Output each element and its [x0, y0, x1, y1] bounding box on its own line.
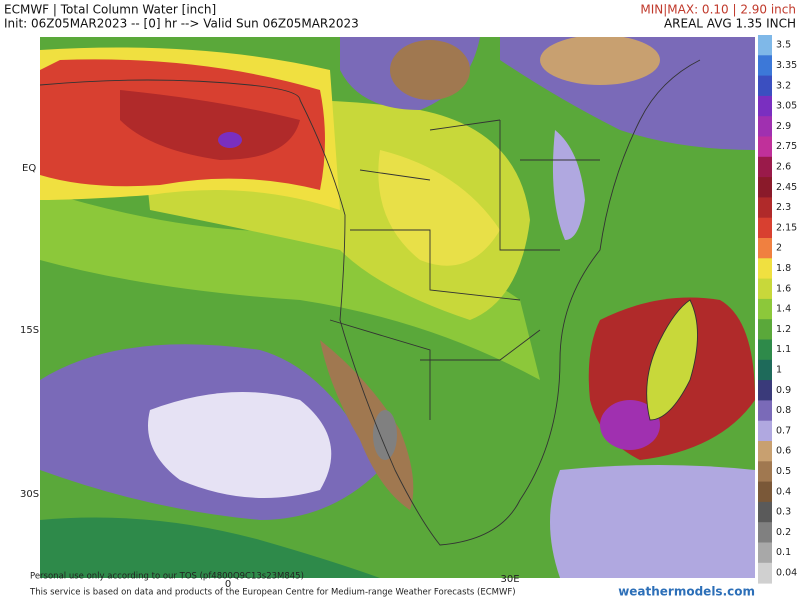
lon-label: 0	[225, 579, 231, 590]
colorbar-label: 3.2	[776, 80, 791, 91]
colorbar-swatch	[758, 400, 772, 422]
colorbar-swatch	[758, 441, 772, 462]
colorbar-label: 0.5	[776, 466, 791, 477]
field-area	[540, 37, 660, 85]
colorbar-label: 2.6	[776, 161, 791, 172]
colorbar: 3.5 3.35 3.2 3.05 2.9 2.75 2.6 2.45 2.3 2.15 2 1.8 1…	[758, 35, 797, 584]
colorbar-swatch	[758, 481, 772, 503]
colorbar-label: 0.1	[776, 547, 791, 558]
field-area	[148, 392, 332, 498]
lon-label: 30E	[500, 574, 519, 585]
colorbar-swatch	[758, 319, 772, 340]
colorbar-label: 1.2	[776, 324, 791, 335]
lat-label: EQ	[22, 163, 36, 174]
border	[329, 119, 600, 420]
colorbar-swatch	[758, 501, 772, 523]
colorbar-label: 2.75	[776, 141, 797, 152]
field-area	[373, 410, 397, 460]
field-area	[40, 517, 380, 578]
colorbar-swatch	[758, 420, 772, 442]
coastline	[299, 59, 701, 546]
colorbar-label: 0.4	[776, 486, 791, 497]
colorbar-label: 1.8	[776, 263, 791, 274]
colorbar-swatch	[758, 258, 772, 280]
colorbar-swatch	[758, 55, 772, 77]
colorbar-label: 3.5	[776, 40, 791, 51]
colorbar-label: 1.4	[776, 304, 791, 315]
colorbar-swatch	[758, 156, 772, 178]
areal-avg: AREAL AVG 1.35 INCH	[664, 17, 796, 31]
field-area	[120, 90, 300, 160]
namibia-dry	[320, 340, 414, 510]
lat-label: 30S	[20, 489, 39, 500]
colorbar-swatch	[758, 95, 772, 117]
colorbar-swatch	[758, 461, 772, 483]
colorbar-label: 2	[776, 243, 782, 254]
colorbar-swatch	[758, 116, 772, 137]
field-area	[390, 40, 470, 100]
min-max: MIN|MAX: 0.10 | 2.90 inch	[640, 3, 796, 17]
madagascar	[646, 300, 698, 420]
colorbar-swatch	[758, 359, 772, 381]
colorbar-label: 0.04	[776, 567, 797, 578]
colorbar-label: 2.45	[776, 182, 797, 193]
init-time: Init: 06Z05MAR2023 -- [0] hr --> Valid S…	[4, 17, 359, 31]
field-area	[552, 130, 585, 240]
colorbar-swatch	[758, 177, 772, 198]
map	[40, 37, 755, 578]
colorbar-label: 2.15	[776, 222, 797, 233]
colorbar-swatch	[758, 136, 772, 158]
colorbar-label: 0.7	[776, 425, 791, 436]
colorbar-swatch	[758, 542, 772, 564]
colorbar-swatch	[758, 75, 772, 97]
colorbar-label: 0.6	[776, 446, 791, 457]
colorbar-swatch	[758, 522, 772, 543]
field-area	[40, 190, 540, 380]
colorbar-swatch	[758, 298, 772, 320]
colorbar-swatch	[758, 35, 772, 56]
colorbar-swatch	[758, 197, 772, 219]
colorbar-label: 1	[776, 364, 782, 375]
colorbar-swatch	[758, 380, 772, 401]
coastline	[40, 79, 301, 101]
colorbar-swatch	[758, 278, 772, 300]
coastline	[646, 299, 698, 421]
colorbar-label: 2.3	[776, 202, 791, 213]
colorbar-label: 0.8	[776, 405, 791, 416]
colorbar-label: 0.2	[776, 527, 791, 538]
colorbar-label: 1.1	[776, 344, 791, 355]
colorbar-swatch	[758, 238, 772, 259]
colorbar-label: 3.35	[776, 60, 797, 71]
lat-label: 15S	[20, 325, 39, 336]
colorbar-label: 1.6	[776, 283, 791, 294]
credit: This service is based on data and produc…	[29, 588, 516, 598]
colorbar-swatch	[758, 217, 772, 239]
tos-note: Personal use only according to our TOS (…	[30, 572, 304, 582]
colorbar-label: 0.3	[776, 507, 791, 518]
colorbar-label: 3.05	[776, 101, 797, 112]
colorbar-label: 0.9	[776, 385, 791, 396]
title: ECMWF | Total Column Water [inch]	[4, 3, 216, 17]
colorbar-swatch	[758, 339, 772, 361]
field-area	[378, 150, 500, 266]
colorbar-swatch	[758, 562, 772, 584]
field-area	[218, 132, 242, 148]
colorbar-label: 2.9	[776, 121, 791, 132]
field-area	[550, 465, 755, 578]
site-link[interactable]: weathermodels.com	[618, 585, 755, 599]
field-area	[600, 400, 660, 450]
